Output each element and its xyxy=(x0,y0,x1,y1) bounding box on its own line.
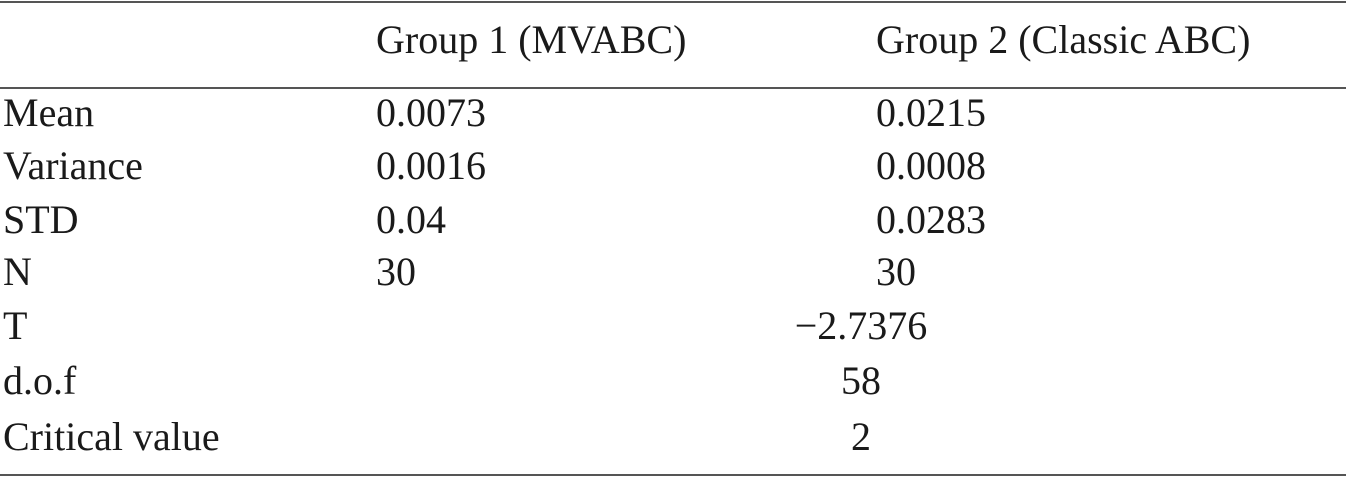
row-label: N xyxy=(3,249,32,294)
merged-cell: −2.7376 xyxy=(794,303,928,348)
row-label: Variance xyxy=(3,143,143,188)
header-cell: Group 2 (Classic ABC) xyxy=(876,17,1251,62)
data-cell: 0.04 xyxy=(376,197,446,242)
header-rule xyxy=(0,87,1346,89)
bottom-rule xyxy=(0,474,1346,476)
data-cell: 30 xyxy=(376,249,416,294)
data-cell: 0.0073 xyxy=(376,90,486,135)
data-cell: 0.0008 xyxy=(876,143,986,188)
merged-cell: 2 xyxy=(851,414,871,459)
data-cell: 30 xyxy=(876,249,916,294)
row-label: d.o.f xyxy=(3,358,77,403)
row-label: T xyxy=(3,303,28,348)
top-rule xyxy=(0,1,1346,3)
row-label: STD xyxy=(3,197,79,242)
data-cell: 0.0283 xyxy=(876,197,986,242)
header-cell: Group 1 (MVABC) xyxy=(376,17,687,62)
data-cell: 0.0215 xyxy=(876,90,986,135)
data-cell: 0.0016 xyxy=(376,143,486,188)
merged-cell: 58 xyxy=(841,358,881,403)
row-label: Critical value xyxy=(3,414,220,459)
row-label: Mean xyxy=(3,90,95,135)
